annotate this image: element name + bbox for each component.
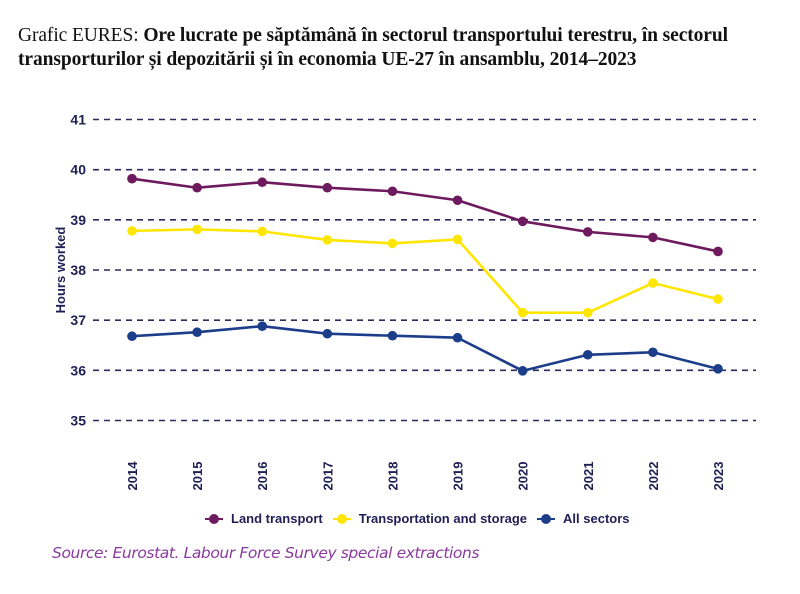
data-point [582,227,593,237]
y-tick-label: 40 [70,162,86,178]
x-tick-label: 2022 [646,462,661,491]
y-axis-label: Hours worked [53,227,68,314]
x-tick-label: 2018 [385,462,400,491]
data-point [452,234,463,245]
data-point [387,186,398,197]
source-note: Source: Eurostat. Labour Force Survey sp… [52,544,480,562]
series-line [131,228,719,314]
title-prefix: Grafic EURES: [18,25,144,46]
y-tick-label: 36 [70,362,86,378]
legend-item-land-transport: Land transport [205,511,323,526]
legend-item-all-sectors: All sectors [537,511,630,526]
series-transportation-and-storage [127,224,723,318]
x-axis-ticks: 2014 2015 2016 2017 2018 2019 2020 2021 2022 2023 [125,461,726,491]
series-land-transport [127,173,723,257]
x-tick-label: 2016 [255,462,270,491]
data-point [257,226,268,237]
x-tick-label: 2023 [711,462,726,491]
legend-marker-icon [332,513,351,524]
legend: Land transport Transportation and storag… [205,511,630,526]
data-point [452,195,463,206]
data-point [127,331,137,342]
x-tick-label: 2014 [125,461,140,491]
data-point [322,235,333,245]
y-tick-label: 41 [70,112,86,128]
data-point [192,327,202,338]
data-point [517,307,528,318]
legend-label: Land transport [231,511,323,526]
data-point [452,332,463,343]
x-tick-label: 2017 [320,462,335,491]
legend-label: Transportation and storage [358,511,528,526]
data-point [713,294,723,304]
legend-marker-icon [205,513,223,524]
data-point [257,177,268,188]
chart-title: Grafic EURES: Ore lucrate pe săptămână î… [18,24,793,72]
gridlines [93,118,756,422]
y-tick-label: 35 [70,413,86,429]
data-point [517,216,528,227]
data-point [517,366,528,376]
data-point [322,328,333,339]
x-tick-label: 2021 [581,462,596,491]
y-tick-label: 39 [70,212,86,228]
data-point [713,246,723,257]
data-point [192,182,202,193]
legend-marker-icon [537,513,556,524]
series [127,173,723,376]
data-point [192,224,202,235]
data-point [648,347,658,358]
data-point [582,349,593,360]
title-text: Ore lucrate pe săptămână în sectorul tra… [18,25,728,70]
data-point [387,330,398,341]
x-tick-label: 2020 [516,462,531,491]
x-tick-label: 2015 [190,462,205,491]
series-line [131,324,719,373]
y-axis-ticks: 35 36 37 38 39 40 41 [70,112,86,429]
y-tick-label: 38 [70,262,86,278]
data-point [713,364,723,374]
legend-label: All sectors [563,511,630,526]
data-point [322,182,333,193]
series-all-sectors [127,321,723,376]
data-point [582,307,593,318]
legend-item-transportation-storage: Transportation and storage [332,511,528,526]
data-point [387,238,398,249]
data-point [257,321,268,331]
y-tick-label: 37 [70,312,86,328]
data-point [648,232,658,243]
data-point [648,278,658,288]
data-point [127,226,137,236]
data-point [127,173,137,184]
series-line [131,177,719,253]
x-tick-label: 2019 [451,462,466,491]
